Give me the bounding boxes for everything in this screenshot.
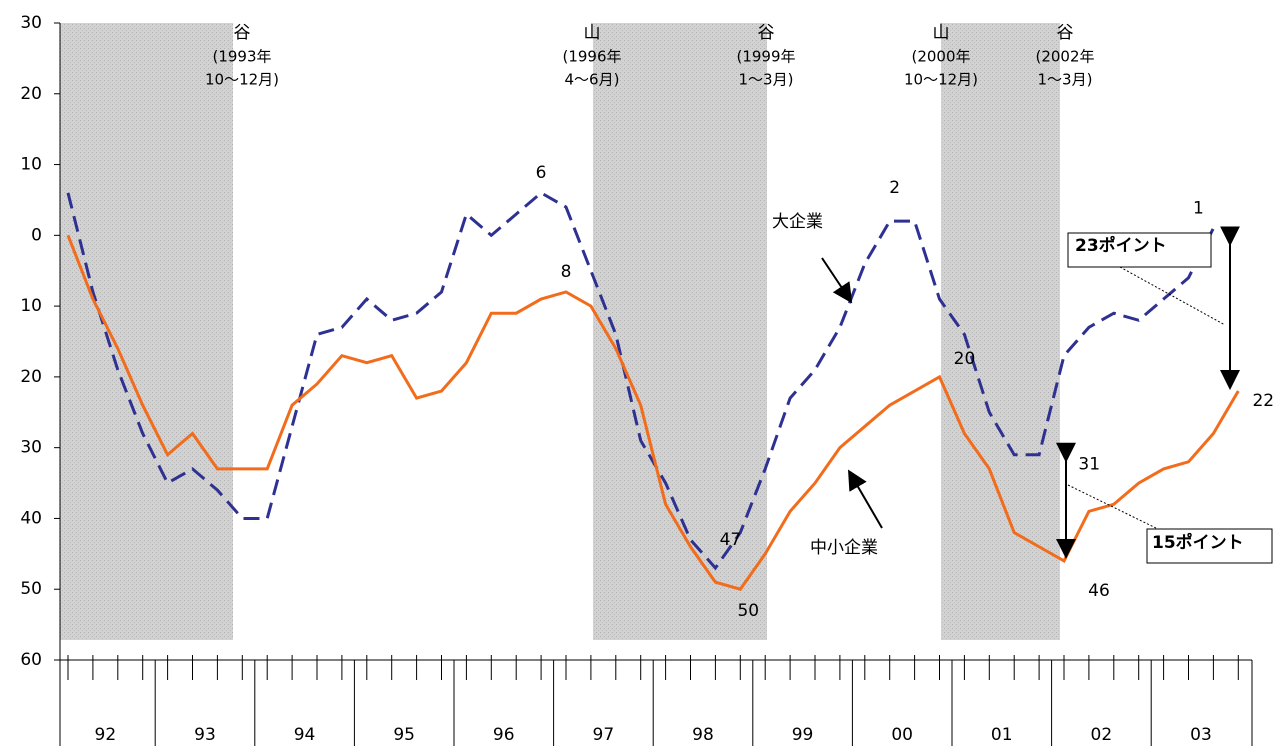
x-tick-label: 00 (891, 725, 913, 745)
x-tick-label: 94 (294, 725, 316, 745)
x-tick-label: 03 (1190, 725, 1212, 745)
cycle-mark: 山 (584, 23, 601, 43)
x-tick-label: 02 (1091, 725, 1113, 745)
y-tick-label: 20 (20, 84, 42, 104)
recession-band (941, 23, 1060, 640)
leader (1119, 266, 1226, 326)
cycle-months: 1～3月) (1038, 71, 1093, 89)
cycle-mark: 山 (933, 23, 950, 43)
x-tick-label: 98 (692, 725, 714, 745)
gap-box (1146, 528, 1273, 564)
y-tick-label: 0 (31, 225, 42, 245)
data-label: 6 (536, 163, 547, 183)
series-line (66, 191, 1215, 571)
gap-note: 23ポイント (1075, 235, 1167, 256)
cycle-date: (2000年 (911, 48, 970, 66)
x-tick-label: 93 (194, 725, 216, 745)
y-tick-label: 20 (20, 367, 42, 387)
cycle-months: 4～6月) (565, 71, 620, 89)
x-tick-label: 96 (493, 725, 515, 745)
data-label: 8 (561, 262, 572, 282)
data-label: 22 (1252, 391, 1274, 411)
data-label: 20 (954, 349, 976, 369)
y-tick-label: 40 (20, 508, 42, 528)
series-arrow (821, 257, 853, 304)
data-label: 50 (737, 601, 759, 621)
data-label: 31 (1078, 455, 1100, 475)
y-tick-label: 30 (20, 438, 42, 458)
cycle-date: (2002年 (1035, 48, 1094, 66)
series-arrow (847, 469, 883, 529)
gap-box (1067, 232, 1212, 268)
cycle-mark: 谷 (758, 23, 775, 43)
x-tick-label: 01 (991, 725, 1013, 745)
cycle-date: (1999年 (736, 48, 795, 66)
cycle-date: (1993年 (212, 48, 271, 66)
x-tick-label: 97 (593, 725, 615, 745)
cycle-months: 10～12月) (205, 71, 279, 89)
series-name: 中小企業 (810, 538, 878, 558)
data-label: 1 (1193, 198, 1204, 218)
data-label: 46 (1088, 581, 1110, 601)
y-tick-label: 10 (20, 296, 42, 316)
y-tick-label: 10 (20, 155, 42, 175)
x-tick-label: 95 (393, 725, 415, 745)
data-label: 47 (720, 530, 742, 550)
y-tick-label: 30 (20, 13, 42, 33)
cycle-date: (1996年 (562, 48, 621, 66)
y-tick-label: 60 (20, 650, 42, 670)
data-label: 2 (889, 178, 900, 198)
gap-note: 15ポイント (1152, 532, 1244, 553)
cycle-mark: 谷 (234, 23, 251, 43)
cycle-months: 1～3月) (739, 71, 794, 89)
series-line (66, 234, 1240, 591)
cycle-months: 10～12月) (904, 71, 978, 89)
x-tick-label: 92 (95, 725, 117, 745)
recession-band (60, 23, 233, 640)
series-name: 大企業 (772, 212, 823, 232)
x-tick-label: 99 (792, 725, 814, 745)
cycle-mark: 谷 (1057, 23, 1074, 43)
recession-bands (60, 23, 1060, 640)
y-tick-label: 50 (20, 579, 42, 599)
leader (1067, 484, 1161, 531)
